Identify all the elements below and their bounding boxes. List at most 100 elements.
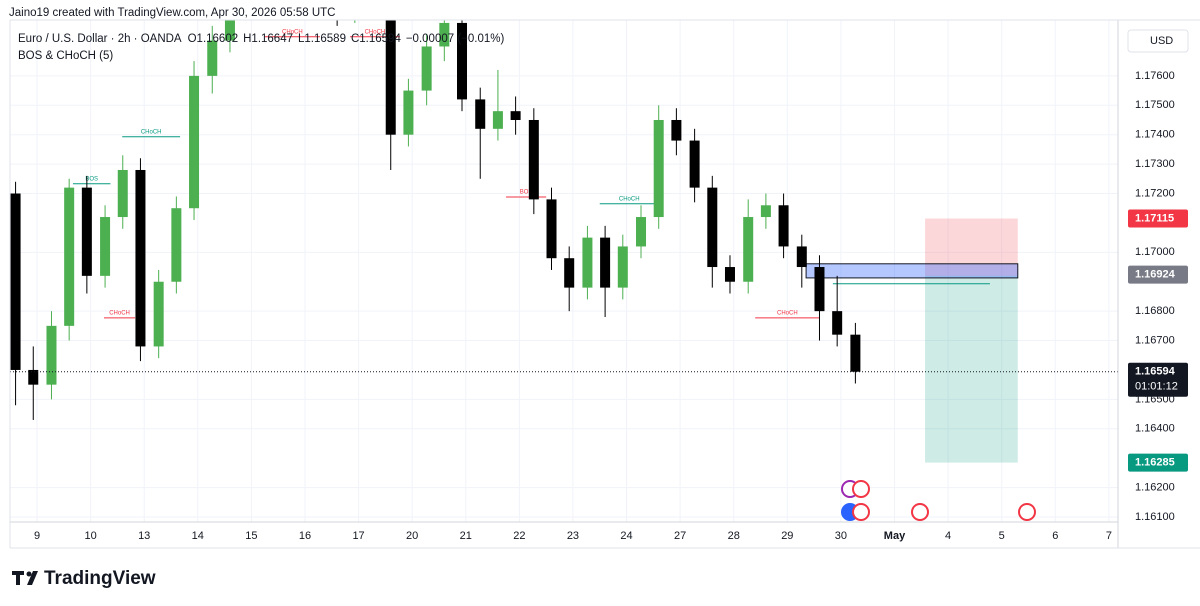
y-tick-label: 1.17400 bbox=[1135, 129, 1175, 141]
candle-body bbox=[671, 119, 682, 141]
structure-label: BOS bbox=[520, 190, 533, 196]
candle-body bbox=[117, 169, 128, 218]
structure-label: CHoCH bbox=[141, 129, 162, 135]
y-tick-label: 1.16400 bbox=[1135, 423, 1175, 435]
x-tick-label: 20 bbox=[406, 530, 418, 542]
candle-body bbox=[457, 22, 468, 100]
y-tick-label: 1.17200 bbox=[1135, 187, 1175, 199]
x-tick-label: 7 bbox=[1106, 530, 1112, 542]
brand-logo: TradingView bbox=[12, 568, 156, 589]
structure-label: CHoCH bbox=[365, 29, 386, 35]
candle-body bbox=[135, 169, 146, 347]
candle-body bbox=[171, 208, 182, 282]
ohlc-value: C1.16594 bbox=[351, 33, 401, 45]
event-icons bbox=[841, 480, 1036, 521]
structure-label: CHoCH bbox=[109, 310, 130, 316]
structure-label: BOS bbox=[85, 176, 98, 182]
candle-body bbox=[582, 237, 593, 288]
price-tag-label: 1.16285 bbox=[1135, 457, 1175, 469]
x-tick-label: 10 bbox=[84, 530, 96, 542]
x-tick-label: 28 bbox=[728, 530, 740, 542]
currency-button[interactable] bbox=[1127, 29, 1189, 53]
plot-area: BOS CHoCH CHoCH CHoCH CHoCH BOS CHoCH CHoCH bbox=[10, 20, 1118, 522]
event-icon[interactable] bbox=[852, 480, 870, 498]
event-icon[interactable] bbox=[852, 503, 870, 521]
ohlc-value: L1.16589 bbox=[298, 33, 346, 45]
logo-shape bbox=[12, 571, 24, 585]
candle-body bbox=[743, 217, 754, 282]
x-tick-label: 5 bbox=[999, 530, 1005, 542]
candle-body bbox=[617, 246, 628, 288]
x-tick-label: 14 bbox=[192, 530, 204, 542]
candle-body bbox=[81, 187, 92, 276]
x-tick-label: 24 bbox=[620, 530, 632, 542]
x-tick-label: 13 bbox=[138, 530, 150, 542]
currency[interactable]: USD bbox=[1150, 35, 1173, 47]
x-tick-label: 16 bbox=[299, 530, 311, 542]
logo-shape bbox=[27, 571, 38, 585]
price-tag bbox=[1128, 453, 1188, 472]
candle-body bbox=[546, 199, 557, 259]
candle-body bbox=[421, 46, 432, 91]
y-tick-label: 1.16700 bbox=[1135, 334, 1175, 346]
ohlc-value: −0.00007 (−0.01%) bbox=[406, 33, 505, 45]
x-tick-label: 27 bbox=[674, 530, 686, 542]
indicator: BOS & CHoCH (5) bbox=[18, 50, 113, 62]
candle-body bbox=[46, 325, 57, 385]
price-tag bbox=[1128, 209, 1188, 228]
candle-body bbox=[832, 311, 843, 335]
x-tick-label: May bbox=[884, 530, 906, 542]
credit: Jaino19 created with TradingView.com, Ap… bbox=[9, 7, 335, 19]
price-tag bbox=[1128, 362, 1188, 397]
candle-body bbox=[850, 334, 861, 372]
structure-label: CHoCH bbox=[282, 29, 303, 35]
x-tick-label: 29 bbox=[781, 530, 793, 542]
candle-body bbox=[207, 40, 218, 76]
y-tick-label: 1.16100 bbox=[1135, 511, 1175, 523]
zone bbox=[805, 263, 1019, 279]
candle-body bbox=[778, 205, 789, 247]
candle-body bbox=[64, 187, 75, 326]
candle-body bbox=[385, 20, 396, 135]
x-tick-label: 4 bbox=[945, 530, 951, 542]
candle-body bbox=[439, 22, 450, 47]
x-tick-label: 30 bbox=[835, 530, 847, 542]
event-icon[interactable] bbox=[1018, 503, 1036, 521]
x-tick-label: 15 bbox=[245, 530, 257, 542]
candle-body bbox=[528, 119, 539, 200]
x-tick-label: 17 bbox=[352, 530, 364, 542]
candle-body bbox=[10, 193, 21, 370]
candle-body bbox=[724, 267, 735, 282]
ohlc-value: H1.16647 bbox=[243, 33, 293, 45]
zone bbox=[925, 275, 1018, 463]
y-tick-label: 1.16800 bbox=[1135, 305, 1175, 317]
candle-body bbox=[636, 217, 647, 247]
ohlc-value: O1.16602 bbox=[188, 33, 239, 45]
candle-body bbox=[814, 267, 825, 312]
candle-body bbox=[189, 75, 200, 209]
price-tag bbox=[1128, 265, 1188, 284]
y-tick-label: 1.17600 bbox=[1135, 70, 1175, 82]
logo-shape bbox=[26, 571, 32, 577]
candle-body bbox=[224, 20, 235, 41]
candle-body bbox=[492, 111, 503, 129]
symbol: Euro / U.S. Dollar · 2h · OANDA bbox=[18, 33, 182, 45]
candle-body bbox=[100, 217, 111, 276]
x-tick-label: 22 bbox=[513, 530, 525, 542]
price-tag-label: 1.16594 bbox=[1135, 366, 1176, 378]
y-tick-label: 1.16200 bbox=[1135, 481, 1175, 493]
candle-body bbox=[28, 369, 39, 385]
zone bbox=[925, 218, 1018, 276]
candle-body bbox=[475, 99, 486, 129]
y-tick-label: 1.17300 bbox=[1135, 158, 1175, 170]
countdown: 01:01:12 bbox=[1135, 381, 1178, 393]
x-tick-label: 9 bbox=[34, 530, 40, 542]
structure-label: CHoCH bbox=[777, 310, 798, 316]
candle-body bbox=[689, 140, 700, 188]
event-icon[interactable] bbox=[911, 503, 929, 521]
legend: Euro / U.S. Dollar · 2h · OANDA BOS & CH… bbox=[18, 33, 504, 62]
candle-body bbox=[153, 281, 164, 347]
candle-body bbox=[564, 258, 575, 288]
